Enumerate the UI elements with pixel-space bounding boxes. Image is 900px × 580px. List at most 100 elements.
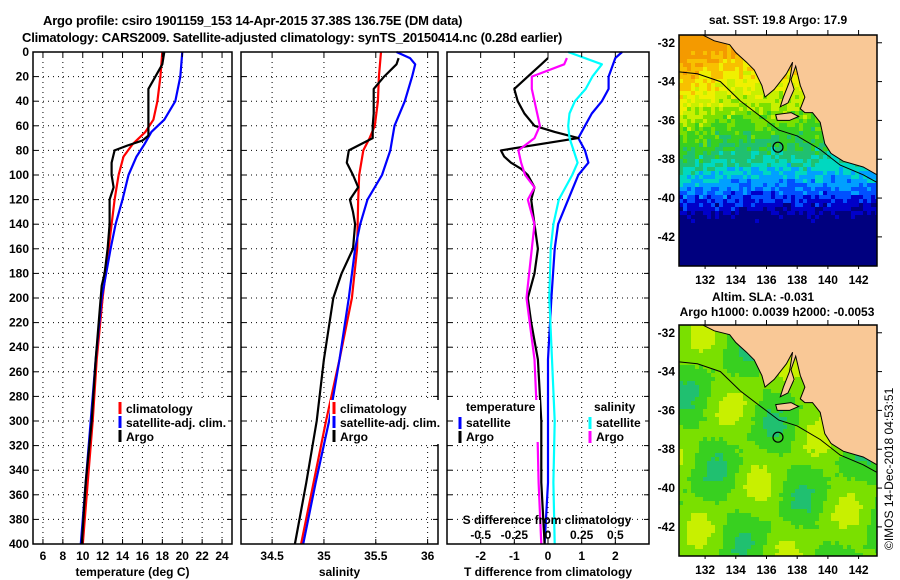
x-axis-label: salinity [319,565,361,579]
legend-label: Argo [596,430,624,444]
x-tick-label: 36 [421,549,435,563]
legend-box [590,400,645,442]
secondary-x-tick-label: 0 [545,528,552,542]
y-tick-label: 240 [9,340,29,354]
x-tick-label: 22 [195,549,209,563]
x-tick-label: 1 [578,549,585,563]
temperature-panel: 6 8 10 12 14 16 18 20 22 240204060801001201401601… [9,45,233,579]
map-field [679,35,877,266]
y-tick-label: 120 [9,193,29,207]
secondary-x-tick-label: -0.5 [470,528,491,542]
series-argo [80,51,166,545]
x-tick-label: 132 [695,563,715,577]
x-tick-label: 136 [756,563,776,577]
legend-box [455,400,540,442]
x-axis-label: temperature (deg C) [75,565,189,579]
x-tick-label: 35.5 [364,549,388,563]
y-tick-label: 0 [22,45,29,59]
sla-map: 132 134 136 138 140 142 -32 -34 -36 -38 -40 -42 Alti… [658,290,882,577]
y-tick-label: 100 [9,168,29,182]
x-tick-label: 16 [136,549,150,563]
figure-title-line1: Argo profile: csiro 1901159_153 14-Apr-2… [43,13,463,28]
legend-title-salinity: salinity [594,400,636,414]
legend-label: Argo [126,430,154,444]
y-tick-label: -38 [658,152,676,166]
plot-frame [240,51,439,545]
x-tick-label: 134 [726,273,746,287]
y-tick-label: -40 [658,481,676,495]
x-tick-label: 142 [849,273,869,287]
y-tick-label: 60 [16,119,30,133]
x-tick-label: 142 [849,563,869,577]
map-frame [678,34,878,267]
secondary-x-tick-label: -0.25 [501,528,529,542]
y-tick-label: 80 [16,143,30,157]
difference-panel: -2 -1 0 1 2 T difference from climatology temp… [446,50,650,579]
bathymetry-contour [679,71,877,183]
plot-frame [32,51,233,545]
y-tick-label: 360 [9,488,29,502]
x-tick-label: 10 [76,549,90,563]
imos-credit: ©IMOS 14-Dec-2018 04:53:51 [882,387,896,550]
y-tick-label: 40 [16,94,30,108]
y-tick-label: 340 [9,463,29,477]
y-tick-label: 380 [9,512,29,526]
y-tick-label: -40 [658,191,676,205]
y-tick-label: 20 [16,70,30,84]
y-tick-label: -34 [658,365,676,379]
bathymetry-contour [679,361,877,473]
salinity-panel: 34.5 35 35.5 36 salinity climatologysatellite… [240,50,442,579]
kangaroo-island [775,112,800,121]
sst-map: 132 134 136 138 140 142 -32 -34 -36 -38 -40 -42 sat.… [658,13,882,287]
x-tick-label: 138 [787,563,807,577]
x-tick-label: 8 [60,549,67,563]
x-tick-label: 2 [612,549,619,563]
legend-label: satellite [596,416,641,430]
series-temperature-satellite [543,51,623,545]
y-tick-label: 320 [9,439,29,453]
series-argo [293,57,400,545]
legend-label: Argo [466,430,494,444]
map-field [679,325,877,556]
x-tick-label: 0 [545,549,552,563]
x-axis-label: T difference from climatology [464,565,632,579]
series-temperature-argo [499,57,580,545]
x-tick-label: 35 [317,549,331,563]
x-tick-label: 140 [818,273,838,287]
sst-map-title: sat. SST: 19.8 Argo: 17.9 [709,13,848,27]
y-tick-label: -36 [658,113,676,127]
secondary-x-axis-label: S difference from climatology [463,513,632,527]
y-tick-label: -36 [658,403,676,417]
land-mass [679,325,877,466]
legend-box [330,400,442,444]
map-frame [678,324,878,557]
y-tick-label: 160 [9,242,29,256]
legend-label: climatology [340,402,407,416]
kangaroo-island [775,402,800,411]
legend-label: Argo [340,430,368,444]
x-tick-label: 134 [726,563,746,577]
legend-label: satellite [466,416,511,430]
x-tick-label: 138 [787,273,807,287]
secondary-x-tick-label: 0.5 [607,528,624,542]
legend-label: satellite-adj. clim. [126,416,226,430]
sla-map-title-line2: Argo h1000: 0.0039 h2000: -0.0053 [680,305,875,319]
x-tick-label: -1 [509,549,520,563]
y-tick-label: -42 [658,230,676,244]
figure-title-line2: Climatology: CARS2009. Satellite-adjuste… [22,30,563,45]
y-tick-label: 200 [9,291,29,305]
y-tick-label: -38 [658,442,676,456]
x-tick-label: 20 [176,549,190,563]
argo-location-marker [772,141,784,153]
y-tick-label: 180 [9,266,29,280]
x-tick-label: -2 [475,549,486,563]
x-tick-label: 34.5 [260,549,284,563]
y-tick-label: -42 [658,520,676,534]
legend-box [116,400,228,444]
sla-map-title-line1: Altim. SLA: -0.031 [712,290,814,304]
y-tick-label: 280 [9,389,29,403]
x-tick-label: 14 [116,549,130,563]
x-tick-label: 6 [40,549,47,563]
y-tick-label: 140 [9,217,29,231]
